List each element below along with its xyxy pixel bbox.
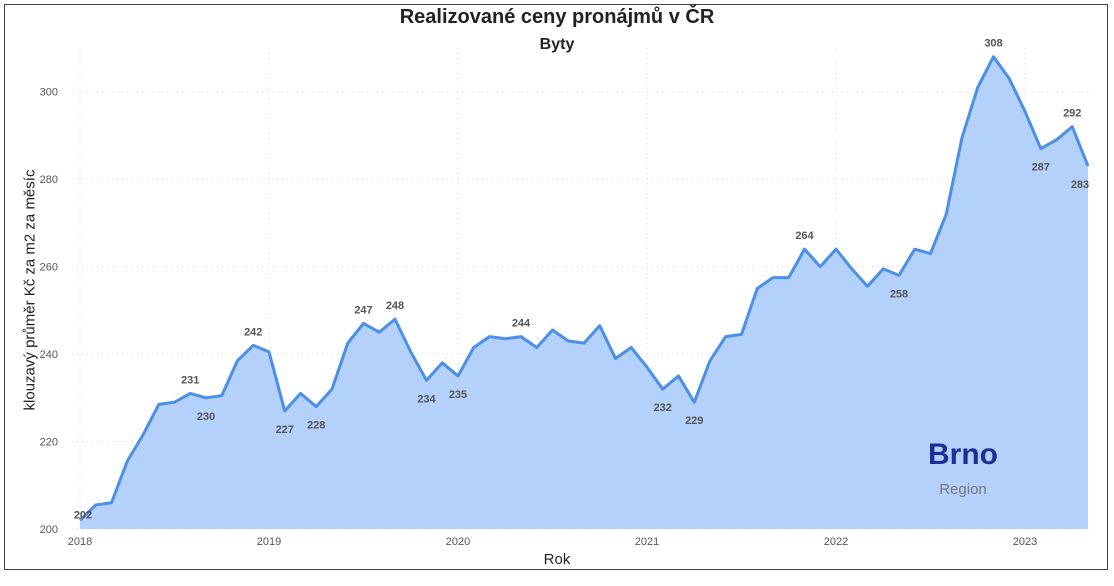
data-label: 227	[276, 424, 294, 436]
x-tick-label: 2018	[68, 536, 92, 548]
data-label: 244	[512, 318, 531, 330]
data-label: 308	[984, 38, 1002, 50]
y-axis-label: klouzavý průměr Kč za m2 za měsíc	[21, 169, 39, 411]
data-label: 231	[181, 374, 199, 386]
data-label: 287	[1032, 162, 1050, 174]
series-area	[80, 56, 1088, 529]
data-label: 242	[244, 326, 262, 338]
data-label: 228	[307, 420, 325, 432]
x-tick-label: 2023	[1013, 536, 1037, 548]
x-tick-label: 2019	[257, 536, 281, 548]
chart-subtitle: Byty	[539, 36, 575, 53]
data-label: 234	[417, 393, 436, 405]
data-label: 229	[685, 415, 703, 427]
y-tick-label: 300	[40, 87, 58, 99]
region-caption: Region	[939, 481, 987, 498]
data-label: 258	[890, 288, 908, 300]
data-label: 292	[1063, 108, 1081, 120]
data-label: 232	[654, 402, 672, 414]
data-label: 283	[1071, 179, 1089, 191]
data-label: 247	[354, 304, 372, 316]
data-label: 248	[386, 300, 404, 312]
x-axis-label: Rok	[543, 551, 571, 568]
chart-title: Realizované ceny pronájmů v ČR	[399, 6, 715, 28]
data-label: 235	[449, 389, 467, 401]
y-tick-label: 220	[40, 437, 58, 449]
y-tick-label: 240	[40, 349, 58, 361]
data-label: 264	[795, 230, 814, 242]
y-tick-label: 280	[40, 174, 58, 186]
region-name: Brno	[928, 438, 998, 471]
x-tick-label: 2022	[824, 536, 848, 548]
y-tick-label: 200	[40, 524, 58, 536]
x-tick-label: 2021	[635, 536, 659, 548]
y-tick-label: 260	[40, 262, 58, 274]
data-label: 230	[197, 411, 215, 423]
data-label: 202	[74, 509, 92, 521]
x-tick-label: 2020	[446, 536, 470, 548]
